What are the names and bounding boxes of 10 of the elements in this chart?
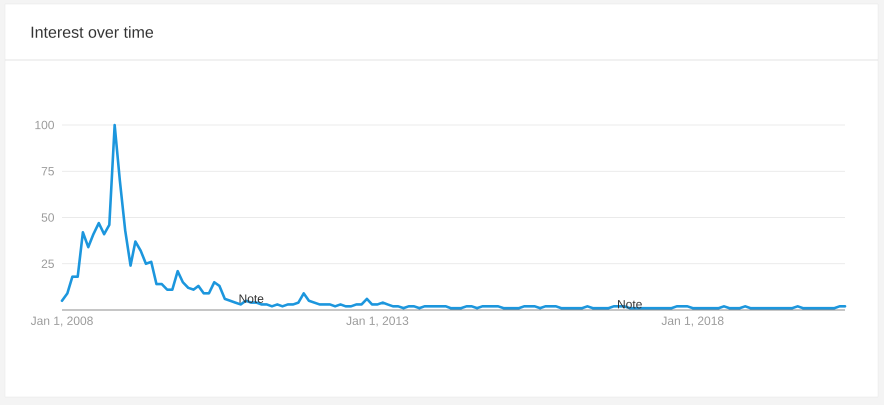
y-tick-label: 50: [42, 213, 54, 222]
annotation: Note: [240, 294, 264, 303]
annotation: Note: [618, 300, 642, 308]
y-tick-label: 75: [42, 167, 54, 176]
x-tick-label: Jan 1, 2008: [30, 316, 93, 326]
chart-title: Interest over time: [32, 26, 154, 38]
y-tick-label: 100: [35, 120, 54, 130]
x-tick-label: Jan 1, 2013: [346, 316, 408, 326]
x-tick-label: Jan 1, 2018: [662, 316, 724, 326]
y-tick-label: 25: [42, 260, 54, 268]
